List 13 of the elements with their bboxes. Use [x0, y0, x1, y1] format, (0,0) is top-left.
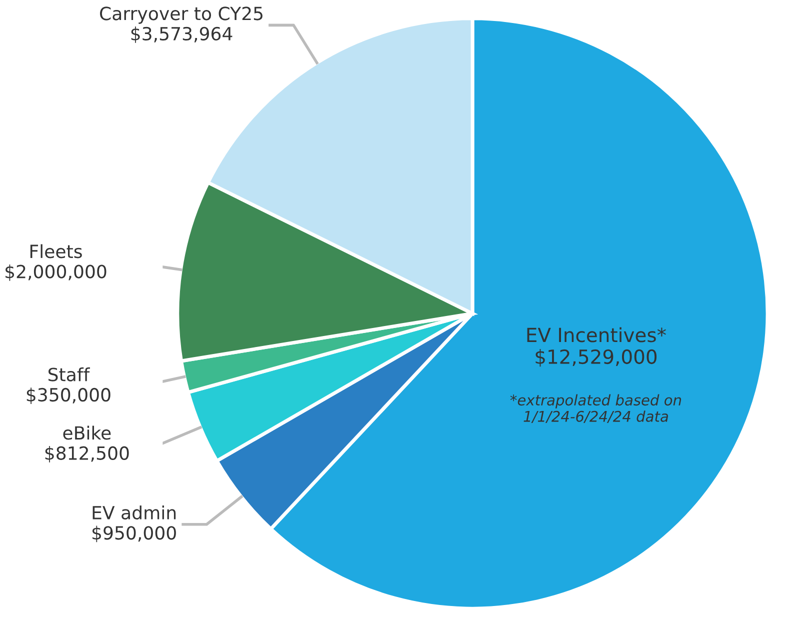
- data-label: $812,500: [45, 446, 129, 462]
- slice-label: EV admin: [92, 506, 176, 520]
- data-label: $350,000: [26, 388, 110, 404]
- text: *extrapolated based on 1/1/24-6/24/24 data: [510, 394, 682, 424]
- data-label: $12,529,000: [536, 349, 657, 367]
- data-label: $2,000,000: [6, 264, 106, 281]
- slice-label: Carryover to CY25: [100, 6, 262, 24]
- slice-label: Fleets: [30, 244, 82, 258]
- data-label: $950,000: [92, 526, 176, 542]
- slice-label: EV Incentives*: [527, 327, 666, 342]
- slice-label: eBike: [63, 426, 111, 440]
- slice-label: Staff: [48, 367, 90, 382]
- data-label: $3,573,964: [131, 26, 232, 43]
